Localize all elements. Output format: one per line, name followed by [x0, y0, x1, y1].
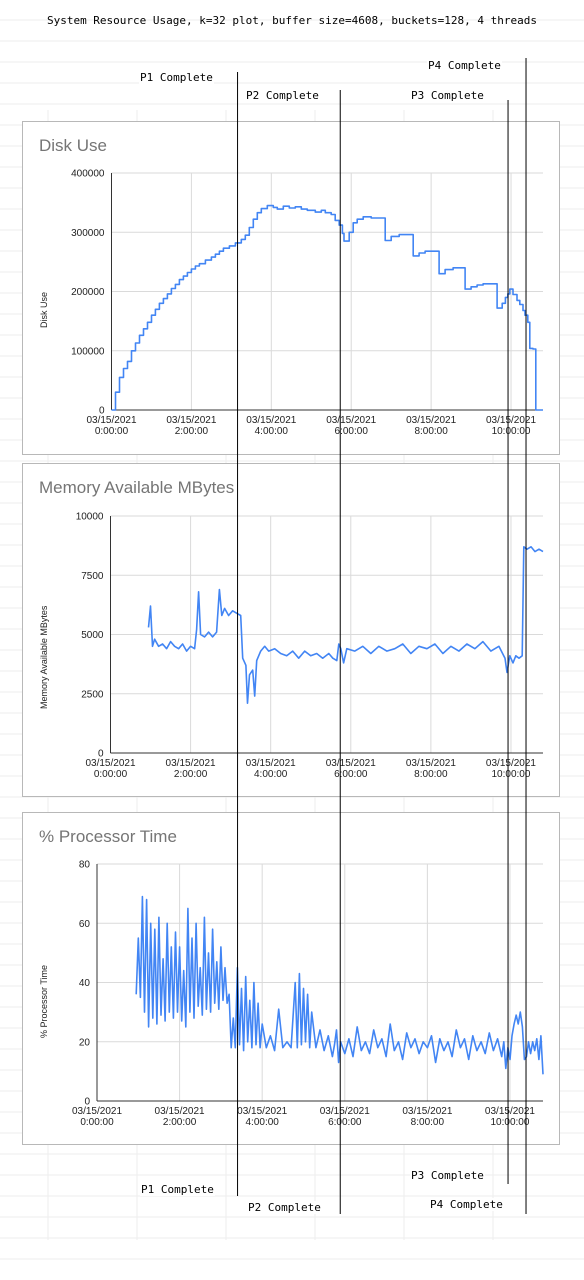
- marker-label-p2-top: P2 Complete: [245, 89, 320, 102]
- marker-label-p4-bottom: P4 Complete: [429, 1198, 504, 1211]
- marker-label-p2-bottom: P2 Complete: [247, 1201, 322, 1214]
- x-tick-label: 03/15/2021 8:00:00: [402, 1106, 452, 1128]
- y-tick-label: 0: [99, 406, 105, 417]
- y-tick-label: 200000: [71, 287, 105, 298]
- x-tick-label: 03/15/2021 10:00:00: [486, 415, 536, 437]
- chart-title: % Processor Time: [39, 827, 177, 846]
- x-tick-label: 03/15/2021 0:00:00: [85, 758, 135, 780]
- chart-svg: 0 100000 200000 300000 400000 03/15/2021 0:00:…: [71, 169, 543, 437]
- y-tick-label: 80: [79, 860, 91, 871]
- y-tick-label: 300000: [71, 228, 105, 239]
- y-tick-label: 7500: [81, 571, 104, 582]
- x-tick-label: 03/15/2021 4:00:00: [246, 415, 296, 437]
- x-tick-label: 03/15/2021 6:00:00: [320, 1106, 370, 1128]
- x-tick-label: 03/15/2021 0:00:00: [72, 1106, 122, 1128]
- y-tick-label: 10000: [76, 512, 104, 523]
- marker-label-p1-top: P1 Complete: [139, 71, 214, 84]
- series-line: [135, 895, 544, 1075]
- chart-panel-processor-time: % Processor Time % Processor Time 0 20 40 6…: [22, 812, 560, 1145]
- x-tick-label: 03/15/2021 2:00:00: [166, 758, 216, 780]
- y-tick-label: 20: [79, 1037, 91, 1048]
- y-tick-label: 0: [84, 1097, 90, 1108]
- x-tick-label: 03/15/2021 8:00:00: [406, 415, 456, 437]
- x-tick-label: 03/15/2021 2:00:00: [166, 415, 216, 437]
- series-line: [147, 546, 544, 704]
- y-tick-label: 0: [98, 749, 104, 760]
- x-tick-label: 03/15/2021 10:00:00: [485, 1106, 535, 1128]
- marker-label-p4-top: P4 Complete: [427, 59, 502, 72]
- x-tick-label: 03/15/2021 10:00:00: [486, 758, 536, 780]
- page-title: System Resource Usage, k=32 plot, buffer…: [46, 14, 538, 27]
- marker-label-p3-bottom: P3 Complete: [410, 1169, 485, 1182]
- chart-svg: 0 20 40 60 80 03/15/2021 0:00:00 03/15/2021 2:00…: [72, 860, 544, 1128]
- x-tick-label: 03/15/2021 8:00:00: [406, 758, 456, 780]
- chart-title: Memory Available MBytes: [39, 478, 235, 497]
- marker-label-p3-top: P3 Complete: [410, 89, 485, 102]
- y-tick-label: 40: [79, 978, 91, 989]
- chart-panel-disk-use: Disk Use Disk Use 0 100000 200000 300000 400…: [22, 121, 560, 455]
- x-tick-label: 03/15/2021 0:00:00: [86, 415, 136, 437]
- x-tick-label: 03/15/2021 2:00:00: [155, 1106, 205, 1128]
- series-line: [111, 204, 543, 411]
- y-tick-label: 2500: [81, 689, 104, 700]
- x-tick-label: 03/15/2021 4:00:00: [237, 1106, 287, 1128]
- x-tick-label: 03/15/2021 6:00:00: [326, 758, 376, 780]
- x-tick-label: 03/15/2021 6:00:00: [326, 415, 376, 437]
- x-tick-label: 03/15/2021 4:00:00: [246, 758, 296, 780]
- y-tick-label: 60: [79, 919, 91, 930]
- chart-svg: 0 2500 5000 7500 10000 03/15/2021 0:00:00 03/15…: [76, 512, 544, 780]
- y-tick-label: 100000: [71, 346, 105, 357]
- y-tick-label: 400000: [71, 169, 105, 180]
- chart-title: Disk Use: [39, 136, 108, 155]
- marker-label-p1-bottom: P1 Complete: [140, 1183, 215, 1196]
- y-tick-label: 5000: [81, 630, 104, 641]
- chart-panel-memory-available: Memory Available MBytes Memory Available…: [22, 463, 560, 797]
